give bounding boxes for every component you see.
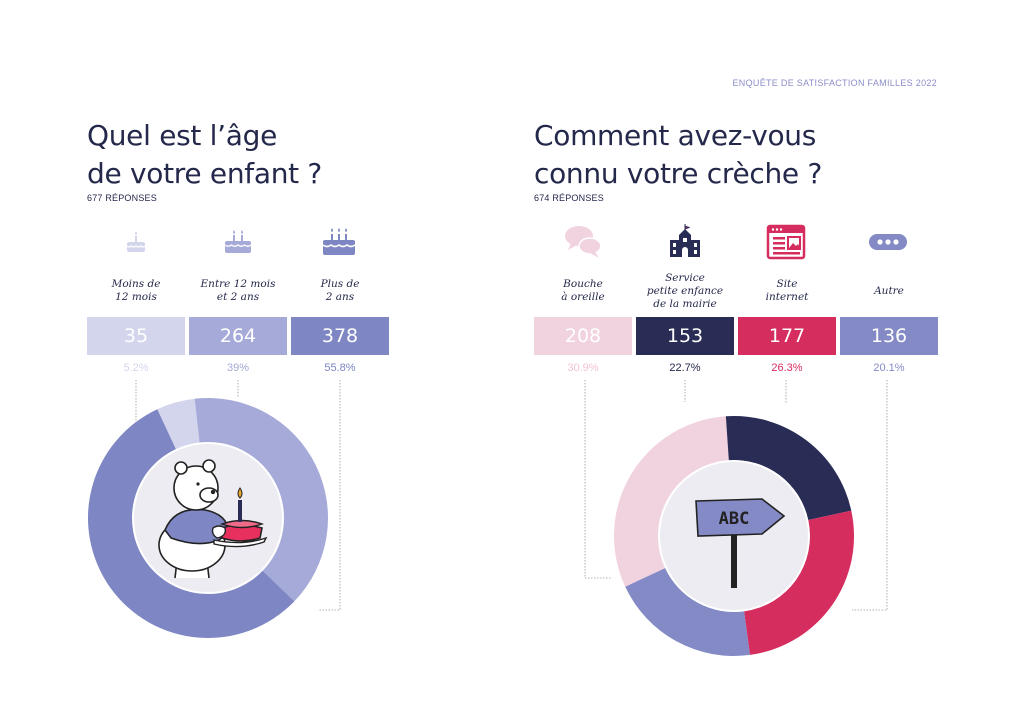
age-chart-title: Quel est l’âge de votre enfant ?: [87, 117, 507, 193]
age-category-label-over-2-years: Plus de 2 ans: [320, 278, 360, 303]
age-percent-12-months-to-2-years: 39%: [226, 362, 250, 374]
source-value-website: 177: [738, 317, 836, 355]
age-percent-under-12-months: 5.2%: [123, 362, 149, 374]
speech-bubbles-icon: [565, 226, 602, 258]
age-category-label-12-months-to-2-years: Entre 12 mois et 2 ans: [200, 278, 276, 303]
age-response-count: 677 RÉPONSES: [87, 193, 157, 203]
source-response-count: 674 RÉPONSES: [534, 193, 604, 203]
source-value-word-of-mouth: 208: [534, 317, 632, 355]
source-chart-panel: Comment avez-vous connu votre crèche ? 6…: [534, 0, 954, 724]
source-category-label-word-of-mouth: Bouche à oreille: [561, 278, 605, 303]
age-title-line-1: Quel est l’âge: [87, 119, 278, 152]
age-title-line-2: de votre enfant ?: [87, 157, 322, 190]
source-title-line-2: connu votre crèche ?: [534, 157, 823, 190]
source-category-label-town-hall-service: Service petite enfance de la mairie: [646, 271, 724, 310]
age-value-12-months-to-2-years: 264: [189, 317, 287, 355]
age-percent-over-2-years: 55.8%: [324, 362, 356, 374]
source-chart-title: Comment avez-vous connu votre crèche ?: [534, 117, 954, 193]
source-percent-word-of-mouth: 30.9%: [567, 362, 599, 374]
source-percent-town-hall-service: 22.7%: [669, 362, 701, 374]
age-category-label-under-12-months: Moins de 12 mois: [111, 278, 161, 303]
source-percent-website: 26.3%: [771, 362, 803, 374]
age-chart-panel: Quel est l’âge de votre enfant ? 677 RÉP…: [87, 0, 507, 724]
source-category-label-website: Site internet: [765, 278, 809, 303]
town-hall-icon: [670, 224, 700, 257]
source-value-other: 136: [840, 317, 938, 355]
age-value-over-2-years: 378: [291, 317, 389, 355]
cake-one-candle-icon: [126, 231, 146, 252]
source-value-town-hall-service: 153: [636, 317, 734, 355]
more-dots-icon: [869, 234, 907, 250]
age-value-under-12-months: 35: [87, 317, 185, 355]
source-category-label-other: Autre: [874, 284, 904, 297]
website-icon: [766, 224, 806, 260]
source-title-line-1: Comment avez-vous: [534, 119, 817, 152]
cake-three-candles-icon: [322, 228, 356, 255]
cake-two-candles-icon: [224, 230, 252, 253]
source-percent-other: 20.1%: [873, 362, 905, 374]
survey-header: ENQUÊTE DE SATISFACTION FAMILLES 2022: [732, 78, 937, 88]
